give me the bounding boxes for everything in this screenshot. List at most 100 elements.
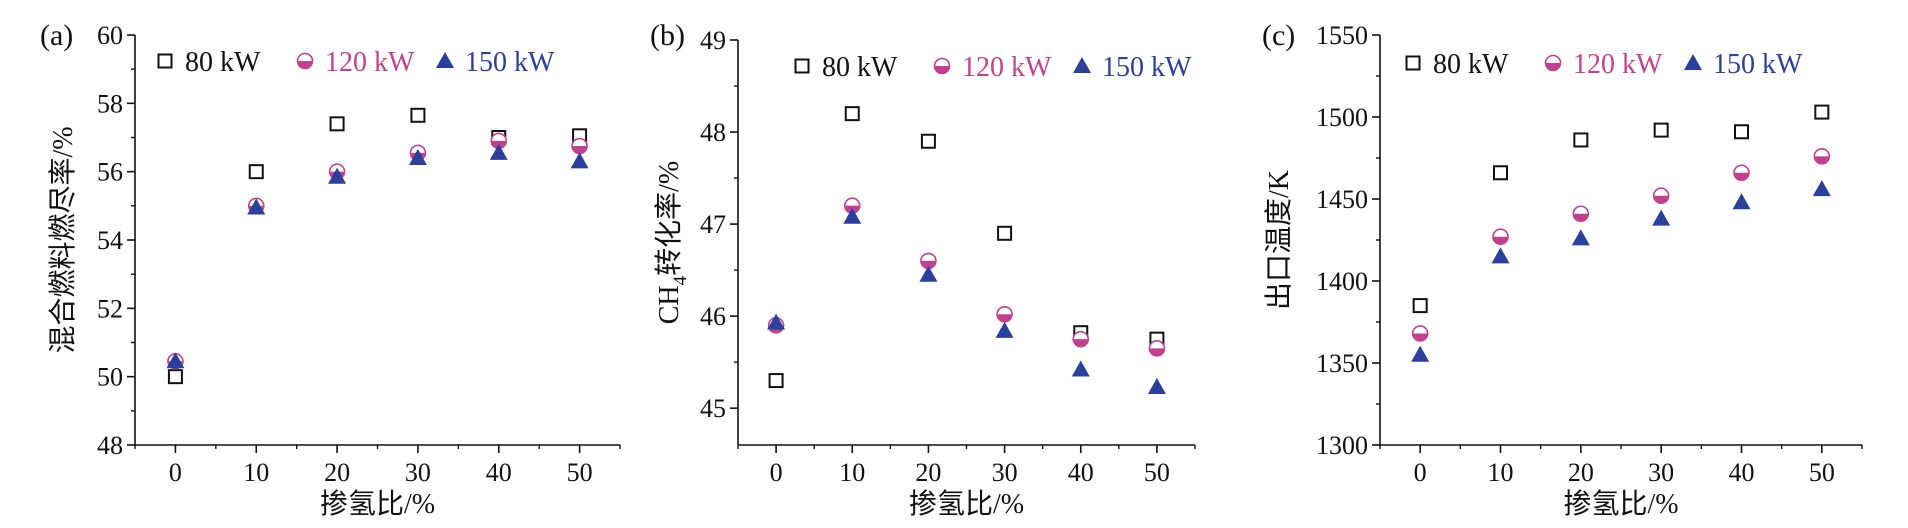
panel-label: (a) [40, 19, 73, 52]
y-tick-label: 58 [97, 89, 123, 118]
y-tick-label: 1300 [1316, 431, 1368, 460]
legend-marker-2 [933, 57, 951, 75]
data-point-series-3 [843, 207, 862, 224]
data-point-series-1 [410, 107, 426, 123]
data-point-series-1 [1573, 132, 1589, 148]
data-point-series-1 [1493, 165, 1508, 181]
data-point-series-2-fill [1573, 213, 1589, 222]
x-tick-label: 0 [1414, 458, 1427, 487]
x-tick-label: 0 [169, 458, 182, 487]
data-point-series-2-fill [1814, 156, 1830, 164]
x-axis-title: 掺氢比/% [1563, 488, 1678, 520]
data-point-series-2-fill [1412, 333, 1428, 341]
legend-marker-3 [1684, 54, 1702, 70]
x-tick-label: 0 [770, 458, 783, 487]
x-tick-label: 10 [839, 458, 865, 487]
data-point-series-2-fill [1653, 195, 1669, 204]
x-tick-label: 20 [1568, 458, 1594, 487]
y-tick-label: 50 [97, 363, 123, 392]
data-point-series-3 [1812, 180, 1831, 197]
legend-marker-2 [1544, 54, 1562, 72]
data-point-series-3 [570, 152, 589, 169]
data-point-series-1 [329, 116, 345, 132]
data-point-series-3 [247, 198, 266, 215]
legend-label-2: 120 kW [325, 47, 415, 78]
chart-panel-1: 48 50 52 54 56 58 60 0 10 20 30 40 50 掺氢比/% 混合燃料燃尽率/% (… [40, 19, 621, 520]
panel-label: (c) [1262, 19, 1295, 52]
data-point-series-1 [1814, 104, 1830, 120]
y-tick-label: 1400 [1316, 267, 1368, 296]
legend-label-2: 120 kW [1573, 49, 1663, 80]
legend-marker-3 [436, 52, 454, 68]
legend-marker-2 [296, 52, 314, 70]
legend-label-3: 150 kW [465, 47, 555, 78]
x-tick-label: 50 [567, 458, 593, 487]
legend-label-3: 150 kW [1713, 49, 1803, 80]
legend-marker-1 [794, 58, 810, 74]
legend-marker-2-fill [1545, 63, 1561, 71]
legend-label-1: 80 kW [1433, 49, 1509, 80]
y-tick-label: 48 [700, 118, 726, 147]
data-point-series-2-fill [572, 146, 588, 154]
x-axis-title: 掺氢比/% [320, 488, 435, 520]
x-axis-title: 掺氢比/% [909, 488, 1024, 520]
y-axis-title-rest: 转化率/% [653, 161, 685, 276]
y-tick-label: 52 [97, 294, 123, 323]
y-tick-label: 1450 [1316, 185, 1368, 214]
y-axis-title: 混合燃料燃尽率/% [47, 126, 79, 353]
legend-label-2: 120 kW [962, 52, 1052, 83]
data-point-series-3 [919, 265, 938, 282]
x-tick-label: 10 [243, 458, 269, 487]
data-point-series-3 [995, 321, 1014, 338]
legend-label-1: 80 kW [822, 52, 898, 83]
data-point-series-2 [996, 305, 1013, 323]
x-tick-label: 40 [1729, 458, 1755, 487]
x-tick-label: 10 [1488, 458, 1514, 487]
data-point-series-3 [408, 149, 427, 165]
data-point-series-1 [1734, 124, 1749, 140]
y-axis-title-main: CH [654, 285, 685, 324]
x-tick-label: 20 [324, 458, 350, 487]
legend-marker-2-fill [934, 66, 950, 74]
y-tick-label: 48 [97, 431, 123, 460]
data-point-series-2 [1072, 330, 1090, 348]
data-point-series-1 [1412, 298, 1428, 314]
data-point-series-1 [844, 106, 860, 122]
y-tick-label: 1350 [1316, 349, 1368, 378]
y-axis-title-subscript: 4 [670, 275, 691, 285]
data-point-series-2-fill [1149, 348, 1165, 356]
data-point-series-3 [1411, 345, 1430, 362]
data-point-series-2-fill [920, 260, 936, 269]
data-point-series-3 [1732, 193, 1751, 210]
y-tick-label: 45 [700, 394, 726, 423]
data-point-series-2 [1813, 148, 1831, 165]
y-tick-label: 60 [97, 21, 123, 50]
data-point-series-3 [166, 352, 185, 369]
data-point-series-3 [1491, 247, 1510, 264]
data-point-series-2-fill [1073, 339, 1089, 347]
chart-panel-3: 1300 1350 1400 1450 1500 1550 0 10 20 30 40 50 掺氢比/%… [1262, 19, 1863, 520]
y-tick-label: 46 [700, 302, 726, 331]
data-point-series-3 [1571, 229, 1590, 246]
x-tick-label: 20 [915, 458, 941, 487]
data-point-series-2-fill [997, 314, 1013, 322]
data-point-series-1 [768, 373, 784, 389]
data-point-series-2 [1652, 187, 1670, 205]
data-point-series-3 [1071, 360, 1090, 377]
y-axis-title: 出口温度/K [1263, 170, 1295, 310]
data-point-series-1 [1653, 122, 1669, 138]
chart-panel-2: 45 46 47 48 49 0 10 20 30 40 50 掺氢比/% CH4转化率/% (b) 80 … [650, 19, 1196, 520]
legend-marker-1 [1405, 55, 1421, 71]
data-point-series-3 [328, 167, 347, 184]
x-tick-label: 50 [1809, 458, 1835, 487]
data-point-series-3 [767, 313, 786, 330]
data-point-series-3 [1652, 209, 1671, 226]
data-point-series-2 [1411, 325, 1429, 342]
legend-label-1: 80 kW [185, 47, 261, 78]
data-point-series-1 [167, 369, 183, 385]
x-tick-label: 40 [1068, 458, 1094, 487]
x-tick-label: 50 [1144, 458, 1170, 487]
data-point-series-3 [489, 143, 508, 160]
y-tick-label: 47 [700, 210, 726, 239]
y-tick-label: 49 [700, 26, 726, 55]
